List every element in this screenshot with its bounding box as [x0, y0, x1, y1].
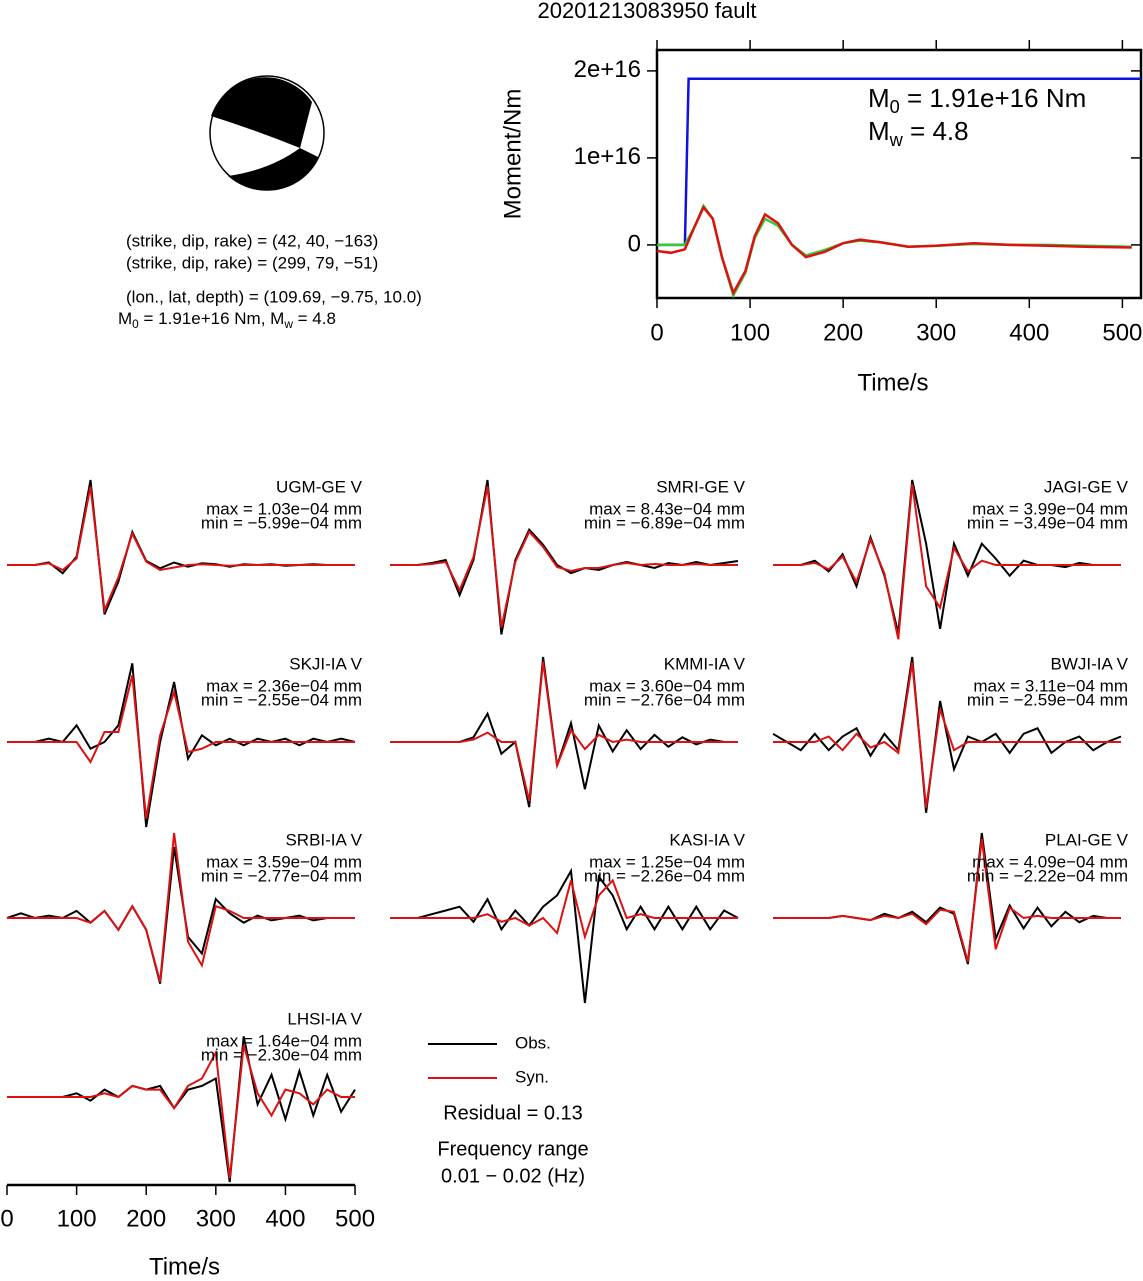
compressional-quadrant	[228, 148, 318, 191]
x-tick-label: 100	[57, 1205, 97, 1232]
station-label: KMMI-IA V	[664, 654, 746, 673]
amplitude-label: min = −2.55e−04 mm	[201, 690, 362, 709]
label-part: w	[283, 317, 293, 331]
y-tick-label: 2e+16	[574, 56, 641, 83]
frequency-title: Frequency range	[437, 1138, 588, 1160]
waveform	[390, 661, 738, 802]
amplitude-label: min = −2.26e−04 mm	[584, 866, 745, 885]
y-tick-label: 1e+16	[574, 143, 641, 170]
amplitude-label: max = 3.59e−04 mm	[206, 852, 362, 871]
amplitude-label: min = −2.22e−04 mm	[967, 866, 1128, 885]
residual: Residual = 0.13	[443, 1102, 583, 1124]
label-part: = 4.8	[293, 309, 336, 328]
label-part: = 4.8	[903, 116, 969, 146]
waveform	[773, 838, 1121, 962]
label-part: M	[868, 83, 890, 113]
label-part: 0	[132, 317, 139, 331]
x-tick-label: 300	[916, 319, 956, 346]
waveform	[390, 867, 739, 1004]
figure-title: 20201213083950 fault	[538, 0, 757, 23]
label-part: M	[118, 309, 132, 328]
amplitude-label: max = 1.25e−04 mm	[589, 852, 745, 871]
amplitude-label: max = 3.60e−04 mm	[589, 676, 745, 695]
amplitude-label: min = −2.76e−04 mm	[584, 690, 745, 709]
x-tick-label: 400	[265, 1205, 305, 1232]
x-tick-label: 300	[196, 1205, 236, 1232]
waveform	[390, 486, 738, 628]
x-tick-label: 200	[126, 1205, 166, 1232]
station-label: JAGI-GE V	[1044, 477, 1129, 496]
station-label: SRBI-IA V	[285, 830, 362, 849]
x-tick-label: 500	[335, 1205, 375, 1232]
plot-frame	[655, 48, 1143, 300]
nodal-plane: (strike, dip, rake) = (299, 79, −51)	[126, 253, 378, 272]
x-axis-label: Time/s	[857, 369, 928, 396]
station-label: PLAI-GE V	[1045, 830, 1129, 849]
x-tick-label: 100	[730, 319, 770, 346]
x-tick-label: 0	[0, 1205, 13, 1232]
label: Mw = 4.8	[868, 116, 969, 150]
moment-line	[657, 203, 1132, 299]
label-part: = 1.91e+16 Nm, M	[139, 309, 285, 328]
station-label: LHSI-IA V	[287, 1009, 362, 1028]
waveform	[7, 1045, 355, 1179]
waveform	[390, 878, 738, 941]
x-tick-label: 500	[1102, 319, 1142, 346]
amplitude-label: max = 1.64e−04 mm	[206, 1031, 362, 1050]
label-part: M	[868, 116, 890, 146]
waveform	[773, 479, 1121, 634]
station-label: SMRI-GE V	[656, 477, 745, 496]
waveform	[772, 656, 1122, 813]
amplitude-label: max = 3.99e−04 mm	[972, 499, 1128, 518]
legend-label: Obs.	[515, 1033, 551, 1052]
amplitude-label: max = 8.43e−04 mm	[589, 499, 745, 518]
moment-line	[656, 205, 1132, 296]
waveform	[7, 832, 355, 983]
amplitude-label: max = 2.36e−04 mm	[206, 676, 362, 695]
x-axis-label: Time/s	[149, 1253, 220, 1280]
waveform	[773, 483, 1121, 640]
nodal-plane: (strike, dip, rake) = (42, 40, −163)	[126, 231, 378, 250]
amplitude-label: max = 3.11e−04 mm	[973, 676, 1128, 695]
label-part: = 1.91e+16 Nm	[900, 83, 1086, 113]
compressional-quadrant	[211, 77, 312, 148]
location: (lon., lat, depth) = (109.69, −9.75, 10.…	[126, 287, 422, 306]
amplitude-label: min = −6.89e−04 mm	[584, 513, 745, 532]
amplitude-label: min = −2.77e−04 mm	[201, 866, 362, 885]
y-axis-label: Moment/Nm	[499, 89, 526, 220]
waveform	[7, 675, 355, 819]
waveform	[7, 486, 355, 615]
station-label: SKJI-IA V	[289, 654, 362, 673]
amplitude-label: max = 4.09e−04 mm	[972, 852, 1128, 871]
station-label: BWJI-IA V	[1051, 654, 1129, 673]
frequency-range: 0.01 − 0.02 (Hz)	[441, 1165, 585, 1187]
x-tick-label: 200	[823, 319, 863, 346]
label-part: w	[889, 130, 904, 150]
label-part: 0	[890, 97, 900, 117]
amplitude-label: min = −2.59e−04 mm	[967, 690, 1128, 709]
amplitude-label: min = −5.99e−04 mm	[201, 513, 362, 532]
y-tick-label: 0	[628, 230, 641, 257]
station-label: KASI-IA V	[669, 830, 745, 849]
amplitude-label: max = 1.03e−04 mm	[206, 499, 362, 518]
x-tick-label: 400	[1009, 319, 1049, 346]
legend-label: Syn.	[515, 1067, 549, 1086]
amplitude-label: min = −2.30e−04 mm	[201, 1045, 362, 1064]
beachball	[209, 75, 325, 191]
label: M0 = 1.91e+16 Nm, Mw = 4.8	[118, 309, 336, 331]
waveform	[773, 662, 1121, 808]
x-tick-label: 0	[650, 319, 663, 346]
amplitude-label: min = −3.49e−04 mm	[967, 513, 1128, 532]
station-label: UGM-GE V	[276, 477, 363, 496]
label: M0 = 1.91e+16 Nm	[868, 83, 1086, 117]
